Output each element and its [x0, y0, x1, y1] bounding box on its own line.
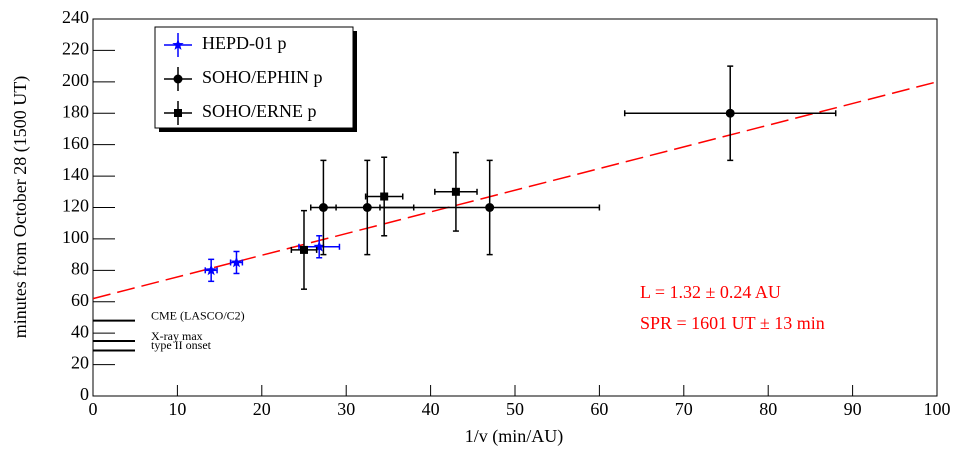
y-tick-label: 100 — [62, 227, 89, 247]
y-tick-label: 160 — [62, 133, 89, 153]
annotation-text: X-ray max — [151, 329, 203, 343]
y-tick-label: 180 — [62, 101, 89, 121]
y-tick-label: 0 — [80, 384, 89, 404]
point — [230, 256, 243, 268]
point — [451, 187, 460, 196]
x-tick-label: 50 — [506, 399, 524, 419]
legend-marker — [174, 109, 182, 117]
x-tick-label: 60 — [590, 399, 608, 419]
point — [380, 192, 389, 201]
y-tick-label: 20 — [71, 353, 89, 373]
y-tick-label: 140 — [62, 164, 89, 184]
point — [362, 203, 372, 212]
legend-label: SOHO/EPHIN p — [202, 67, 323, 87]
y-axis-label: minutes from October 28 (1500 UT) — [10, 76, 31, 338]
x-tick-label: 80 — [759, 399, 777, 419]
point — [485, 203, 495, 212]
y-tick-label: 120 — [62, 196, 89, 216]
point — [313, 240, 325, 252]
y-tick-label: 200 — [62, 70, 89, 90]
legend-label: SOHO/ERNE p — [202, 101, 317, 121]
x-tick-label: 70 — [675, 399, 693, 419]
y-tick-label: 220 — [62, 39, 89, 59]
stats-text: SPR = 1601 UT ± 13 min — [640, 313, 825, 333]
point — [300, 245, 308, 254]
fit-line — [92, 81, 938, 300]
x-tick-label: 90 — [844, 399, 862, 419]
stats-text: L = 1.32 ± 0.24 AU — [640, 282, 781, 302]
y-tick-label: 40 — [71, 321, 89, 341]
y-tick-label: 240 — [62, 7, 89, 27]
y-tick-label: 80 — [71, 258, 89, 278]
legend-box — [154, 26, 354, 129]
x-tick-label: 10 — [168, 399, 186, 419]
point — [725, 108, 735, 118]
legend-label: HEPD-01 p — [202, 33, 287, 53]
annotation-text: type II onset — [151, 338, 212, 352]
legend-marker — [172, 39, 184, 50]
point — [205, 264, 217, 276]
x-axis-label: 1/v (min/AU) — [465, 426, 564, 447]
y-tick-label: 60 — [71, 290, 89, 310]
x-tick-label: 30 — [337, 399, 355, 419]
annotation-text: CME (LASCO/C2) — [151, 308, 245, 322]
x-tick-label: 20 — [253, 399, 271, 419]
x-tick-label: 40 — [422, 399, 440, 419]
x-tick-label: 100 — [924, 399, 951, 419]
legend-marker — [173, 74, 183, 84]
x-tick-label: 0 — [89, 399, 98, 419]
